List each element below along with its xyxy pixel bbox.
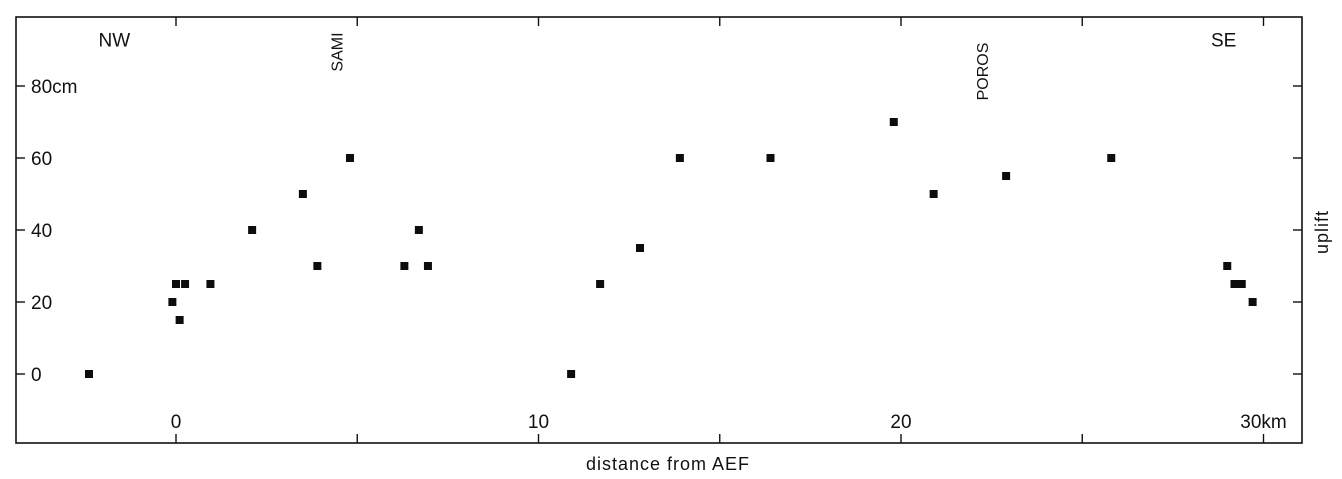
y-tick-label: 40 [31,221,52,242]
data-point [248,226,257,234]
data-point [400,262,409,270]
data-point [766,154,775,162]
y-tick-label: 60 [31,149,52,170]
annotation-nw: NW [99,30,131,51]
data-point [181,280,190,288]
annotation-se: SE [1211,30,1236,51]
data-point [636,244,644,252]
x-tick-label: 10 [528,412,549,433]
data-points [85,118,1257,378]
data-point [313,262,322,270]
y-axis-label: uplift [1312,210,1332,254]
data-point [1002,172,1011,180]
annotation-poros: POROS [975,43,992,101]
data-point [1223,262,1232,270]
x-axis-label: distance from AEF [586,454,750,474]
data-point [414,226,423,234]
annotation-sami: SAMI [330,32,347,71]
data-point [346,154,354,162]
data-point [1107,154,1116,162]
y-tick-label: 20 [31,293,52,314]
data-point [298,190,307,198]
y-axis-ticks: 0 20 40 60 80cm [16,77,1302,386]
y-tick-label: 80cm [31,77,77,98]
data-point [1237,280,1246,288]
data-point [172,280,180,288]
data-point [206,280,215,288]
data-point [1230,280,1239,288]
data-point [85,370,93,378]
place-annotations: NW SE SAMI POROS [99,30,1237,100]
data-point [423,262,432,270]
data-point [596,280,605,288]
data-point [175,316,184,324]
data-point [567,370,576,378]
data-point [675,154,684,162]
plot-frame [15,16,1303,444]
y-tick-label: 0 [31,365,42,386]
x-tick-label: 20 [890,412,911,433]
x-tick-label: 30km [1240,412,1286,433]
x-axis-ticks: 0 10 20 30km [171,17,1287,443]
data-point [168,298,177,306]
data-point [929,190,938,198]
data-point [889,118,898,126]
data-point [1248,298,1257,306]
x-tick-label: 0 [171,412,182,433]
